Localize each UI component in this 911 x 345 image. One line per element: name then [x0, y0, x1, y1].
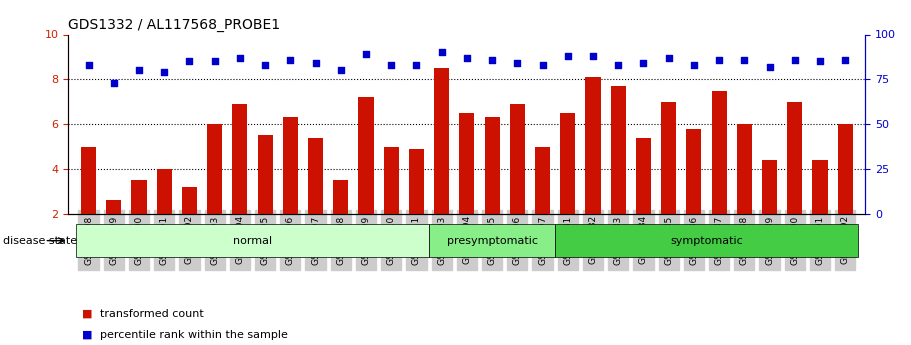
Text: ■: ■ — [82, 309, 93, 319]
Bar — [358, 97, 374, 259]
Bar — [232, 104, 248, 259]
Bar — [384, 147, 399, 259]
Point — [813, 59, 827, 64]
Text: disease state: disease state — [3, 237, 77, 246]
FancyBboxPatch shape — [76, 224, 429, 257]
Bar — [409, 149, 424, 259]
Bar — [636, 138, 651, 259]
Bar — [485, 117, 499, 259]
Bar — [308, 138, 323, 259]
Point — [132, 68, 147, 73]
Bar — [787, 102, 803, 259]
Point — [308, 60, 322, 66]
Bar — [282, 117, 298, 259]
FancyBboxPatch shape — [555, 224, 858, 257]
Bar — [661, 102, 676, 259]
FancyBboxPatch shape — [429, 224, 555, 257]
Bar — [686, 129, 701, 259]
Point — [208, 59, 222, 64]
Bar — [586, 77, 600, 259]
Point — [232, 55, 247, 61]
Point — [737, 57, 752, 62]
Point — [258, 62, 272, 68]
Point — [409, 62, 424, 68]
Point — [157, 69, 171, 75]
Point — [333, 68, 348, 73]
Bar — [510, 104, 525, 259]
Point — [763, 64, 777, 70]
Bar — [107, 200, 121, 259]
Point — [359, 51, 374, 57]
Bar — [762, 160, 777, 259]
Text: GDS1332 / AL117568_PROBE1: GDS1332 / AL117568_PROBE1 — [68, 18, 281, 32]
Bar — [459, 113, 475, 259]
Point — [636, 60, 650, 66]
Bar — [207, 124, 222, 259]
Point — [661, 55, 676, 61]
Point — [485, 57, 499, 62]
Bar — [258, 135, 272, 259]
Point — [586, 53, 600, 59]
Bar — [610, 86, 626, 259]
Text: transformed count: transformed count — [100, 309, 204, 319]
Point — [107, 80, 121, 86]
Point — [536, 62, 550, 68]
Bar — [838, 124, 853, 259]
Text: percentile rank within the sample: percentile rank within the sample — [100, 330, 288, 339]
Point — [510, 60, 525, 66]
Bar — [157, 169, 172, 259]
Point — [560, 53, 575, 59]
Point — [611, 62, 626, 68]
Bar — [131, 180, 147, 259]
Bar — [560, 113, 576, 259]
Bar — [435, 68, 449, 259]
Bar — [182, 187, 197, 259]
Point — [435, 50, 449, 55]
Text: presymptomatic: presymptomatic — [446, 236, 537, 246]
Point — [459, 55, 474, 61]
Text: ■: ■ — [82, 330, 93, 339]
Text: symptomatic: symptomatic — [670, 236, 742, 246]
Point — [838, 57, 853, 62]
Point — [384, 62, 398, 68]
Text: normal: normal — [233, 236, 272, 246]
Point — [283, 57, 298, 62]
Point — [711, 57, 726, 62]
Point — [787, 57, 802, 62]
Bar — [813, 160, 827, 259]
Bar — [535, 147, 550, 259]
Point — [182, 59, 197, 64]
Bar — [333, 180, 348, 259]
Point — [687, 62, 701, 68]
Bar — [81, 147, 96, 259]
Bar — [737, 124, 752, 259]
Bar — [711, 90, 727, 259]
Point — [81, 62, 96, 68]
